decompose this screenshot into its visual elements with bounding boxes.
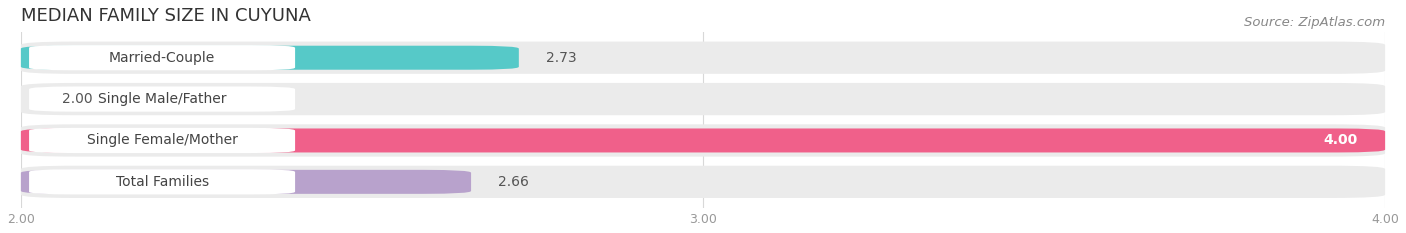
FancyBboxPatch shape (30, 45, 295, 70)
Text: Single Male/Father: Single Male/Father (98, 92, 226, 106)
Text: 2.73: 2.73 (546, 51, 576, 65)
Text: MEDIAN FAMILY SIZE IN CUYUNA: MEDIAN FAMILY SIZE IN CUYUNA (21, 7, 311, 25)
Text: 2.00: 2.00 (62, 92, 93, 106)
Text: Total Families: Total Families (115, 175, 208, 189)
FancyBboxPatch shape (30, 169, 295, 194)
Text: Single Female/Mother: Single Female/Mother (87, 134, 238, 147)
FancyBboxPatch shape (21, 124, 1385, 157)
FancyBboxPatch shape (21, 41, 1385, 74)
FancyBboxPatch shape (30, 86, 295, 112)
Text: Married-Couple: Married-Couple (108, 51, 215, 65)
FancyBboxPatch shape (21, 166, 1385, 198)
FancyBboxPatch shape (21, 46, 519, 70)
Text: Source: ZipAtlas.com: Source: ZipAtlas.com (1244, 16, 1385, 29)
FancyBboxPatch shape (21, 128, 1385, 152)
Text: 2.66: 2.66 (498, 175, 529, 189)
FancyBboxPatch shape (30, 128, 295, 153)
FancyBboxPatch shape (21, 83, 1385, 115)
Text: 4.00: 4.00 (1323, 134, 1358, 147)
FancyBboxPatch shape (21, 170, 471, 194)
